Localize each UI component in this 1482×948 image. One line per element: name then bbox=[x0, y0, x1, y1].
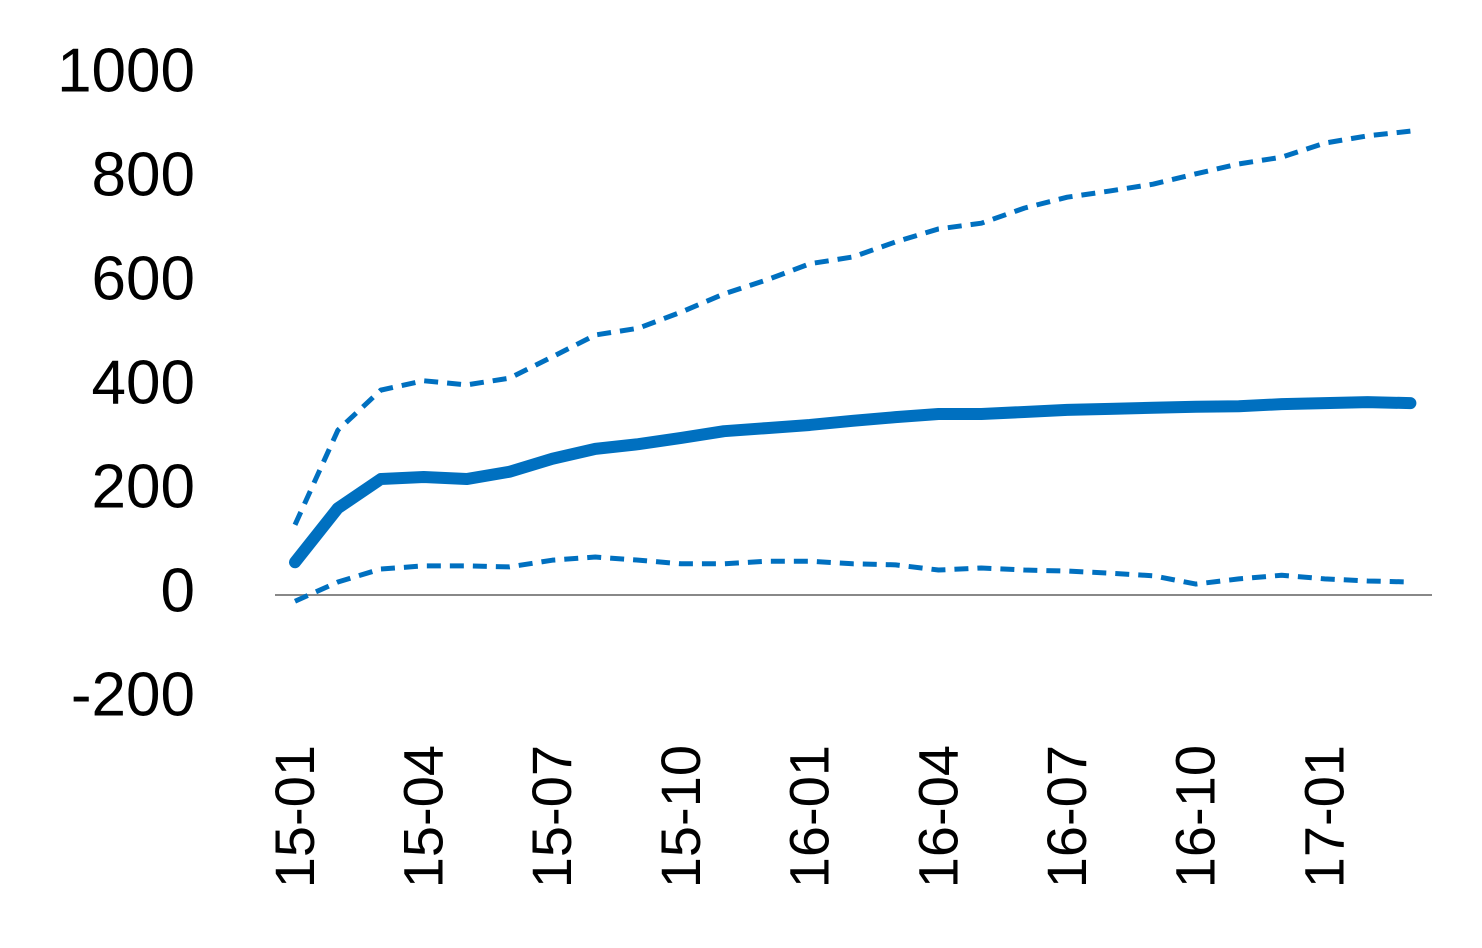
x-tick-label: 16-07 bbox=[1035, 745, 1098, 888]
y-tick-label: 800 bbox=[92, 140, 195, 209]
x-tick-label: 15-04 bbox=[391, 745, 454, 888]
series-line bbox=[289, 396, 1417, 569]
y-tick-label: 400 bbox=[92, 348, 195, 417]
y-tick-label: 1000 bbox=[57, 36, 195, 105]
band-line bbox=[293, 554, 1411, 604]
x-tick-label: 15-07 bbox=[520, 745, 583, 888]
y-tick-label: 200 bbox=[92, 452, 195, 521]
x-tick-label: 16-04 bbox=[906, 745, 969, 888]
y-tick-label: 0 bbox=[161, 556, 195, 625]
band-line bbox=[292, 128, 1411, 526]
y-tick-label: 600 bbox=[92, 244, 195, 313]
x-tick-label: 15-01 bbox=[263, 745, 326, 888]
x-tick-label: 16-10 bbox=[1164, 745, 1227, 888]
x-tick-label: 15-10 bbox=[649, 745, 712, 888]
x-tick-label: 17-01 bbox=[1292, 745, 1355, 888]
x-tick-label: 16-01 bbox=[778, 745, 841, 888]
y-tick-label: -200 bbox=[71, 660, 195, 729]
